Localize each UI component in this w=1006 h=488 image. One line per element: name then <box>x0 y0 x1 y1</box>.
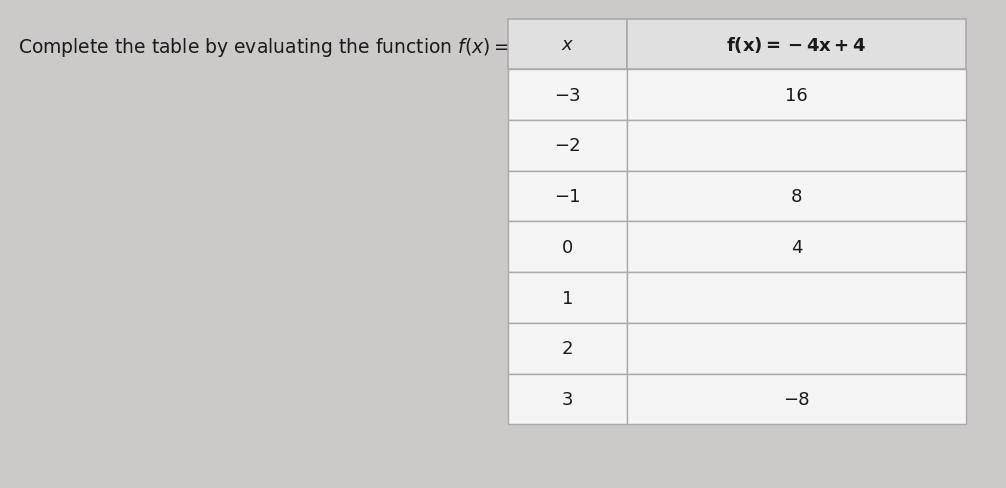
Bar <box>627 324 966 374</box>
Bar <box>627 171 966 222</box>
Bar <box>508 374 627 425</box>
Text: 16: 16 <box>785 86 808 104</box>
Text: −3: −3 <box>554 86 580 104</box>
Bar <box>627 121 966 171</box>
Bar <box>508 324 627 374</box>
Bar <box>508 222 627 273</box>
Bar <box>627 70 966 121</box>
Bar <box>508 70 627 121</box>
Bar <box>627 20 966 70</box>
Text: −8: −8 <box>783 390 810 408</box>
Bar <box>508 20 627 70</box>
Text: 0: 0 <box>562 238 573 256</box>
Text: 3: 3 <box>561 390 573 408</box>
Text: −2: −2 <box>554 137 580 155</box>
Text: 4: 4 <box>791 238 802 256</box>
Text: $\bf{f(x) = -4x + 4}$: $\bf{f(x) = -4x + 4}$ <box>726 35 866 55</box>
Bar <box>627 273 966 324</box>
Text: 2: 2 <box>561 340 573 358</box>
Bar <box>627 222 966 273</box>
Text: −1: −1 <box>554 188 580 206</box>
Text: 1: 1 <box>561 289 573 307</box>
Bar <box>508 171 627 222</box>
Bar <box>627 374 966 425</box>
Bar <box>508 273 627 324</box>
Text: 8: 8 <box>791 188 802 206</box>
Text: Complete the table by evaluating the function $f(x) = -4x + 4$ for the given val: Complete the table by evaluating the fun… <box>18 36 834 59</box>
Bar <box>508 121 627 171</box>
Text: $x$: $x$ <box>561 36 574 54</box>
